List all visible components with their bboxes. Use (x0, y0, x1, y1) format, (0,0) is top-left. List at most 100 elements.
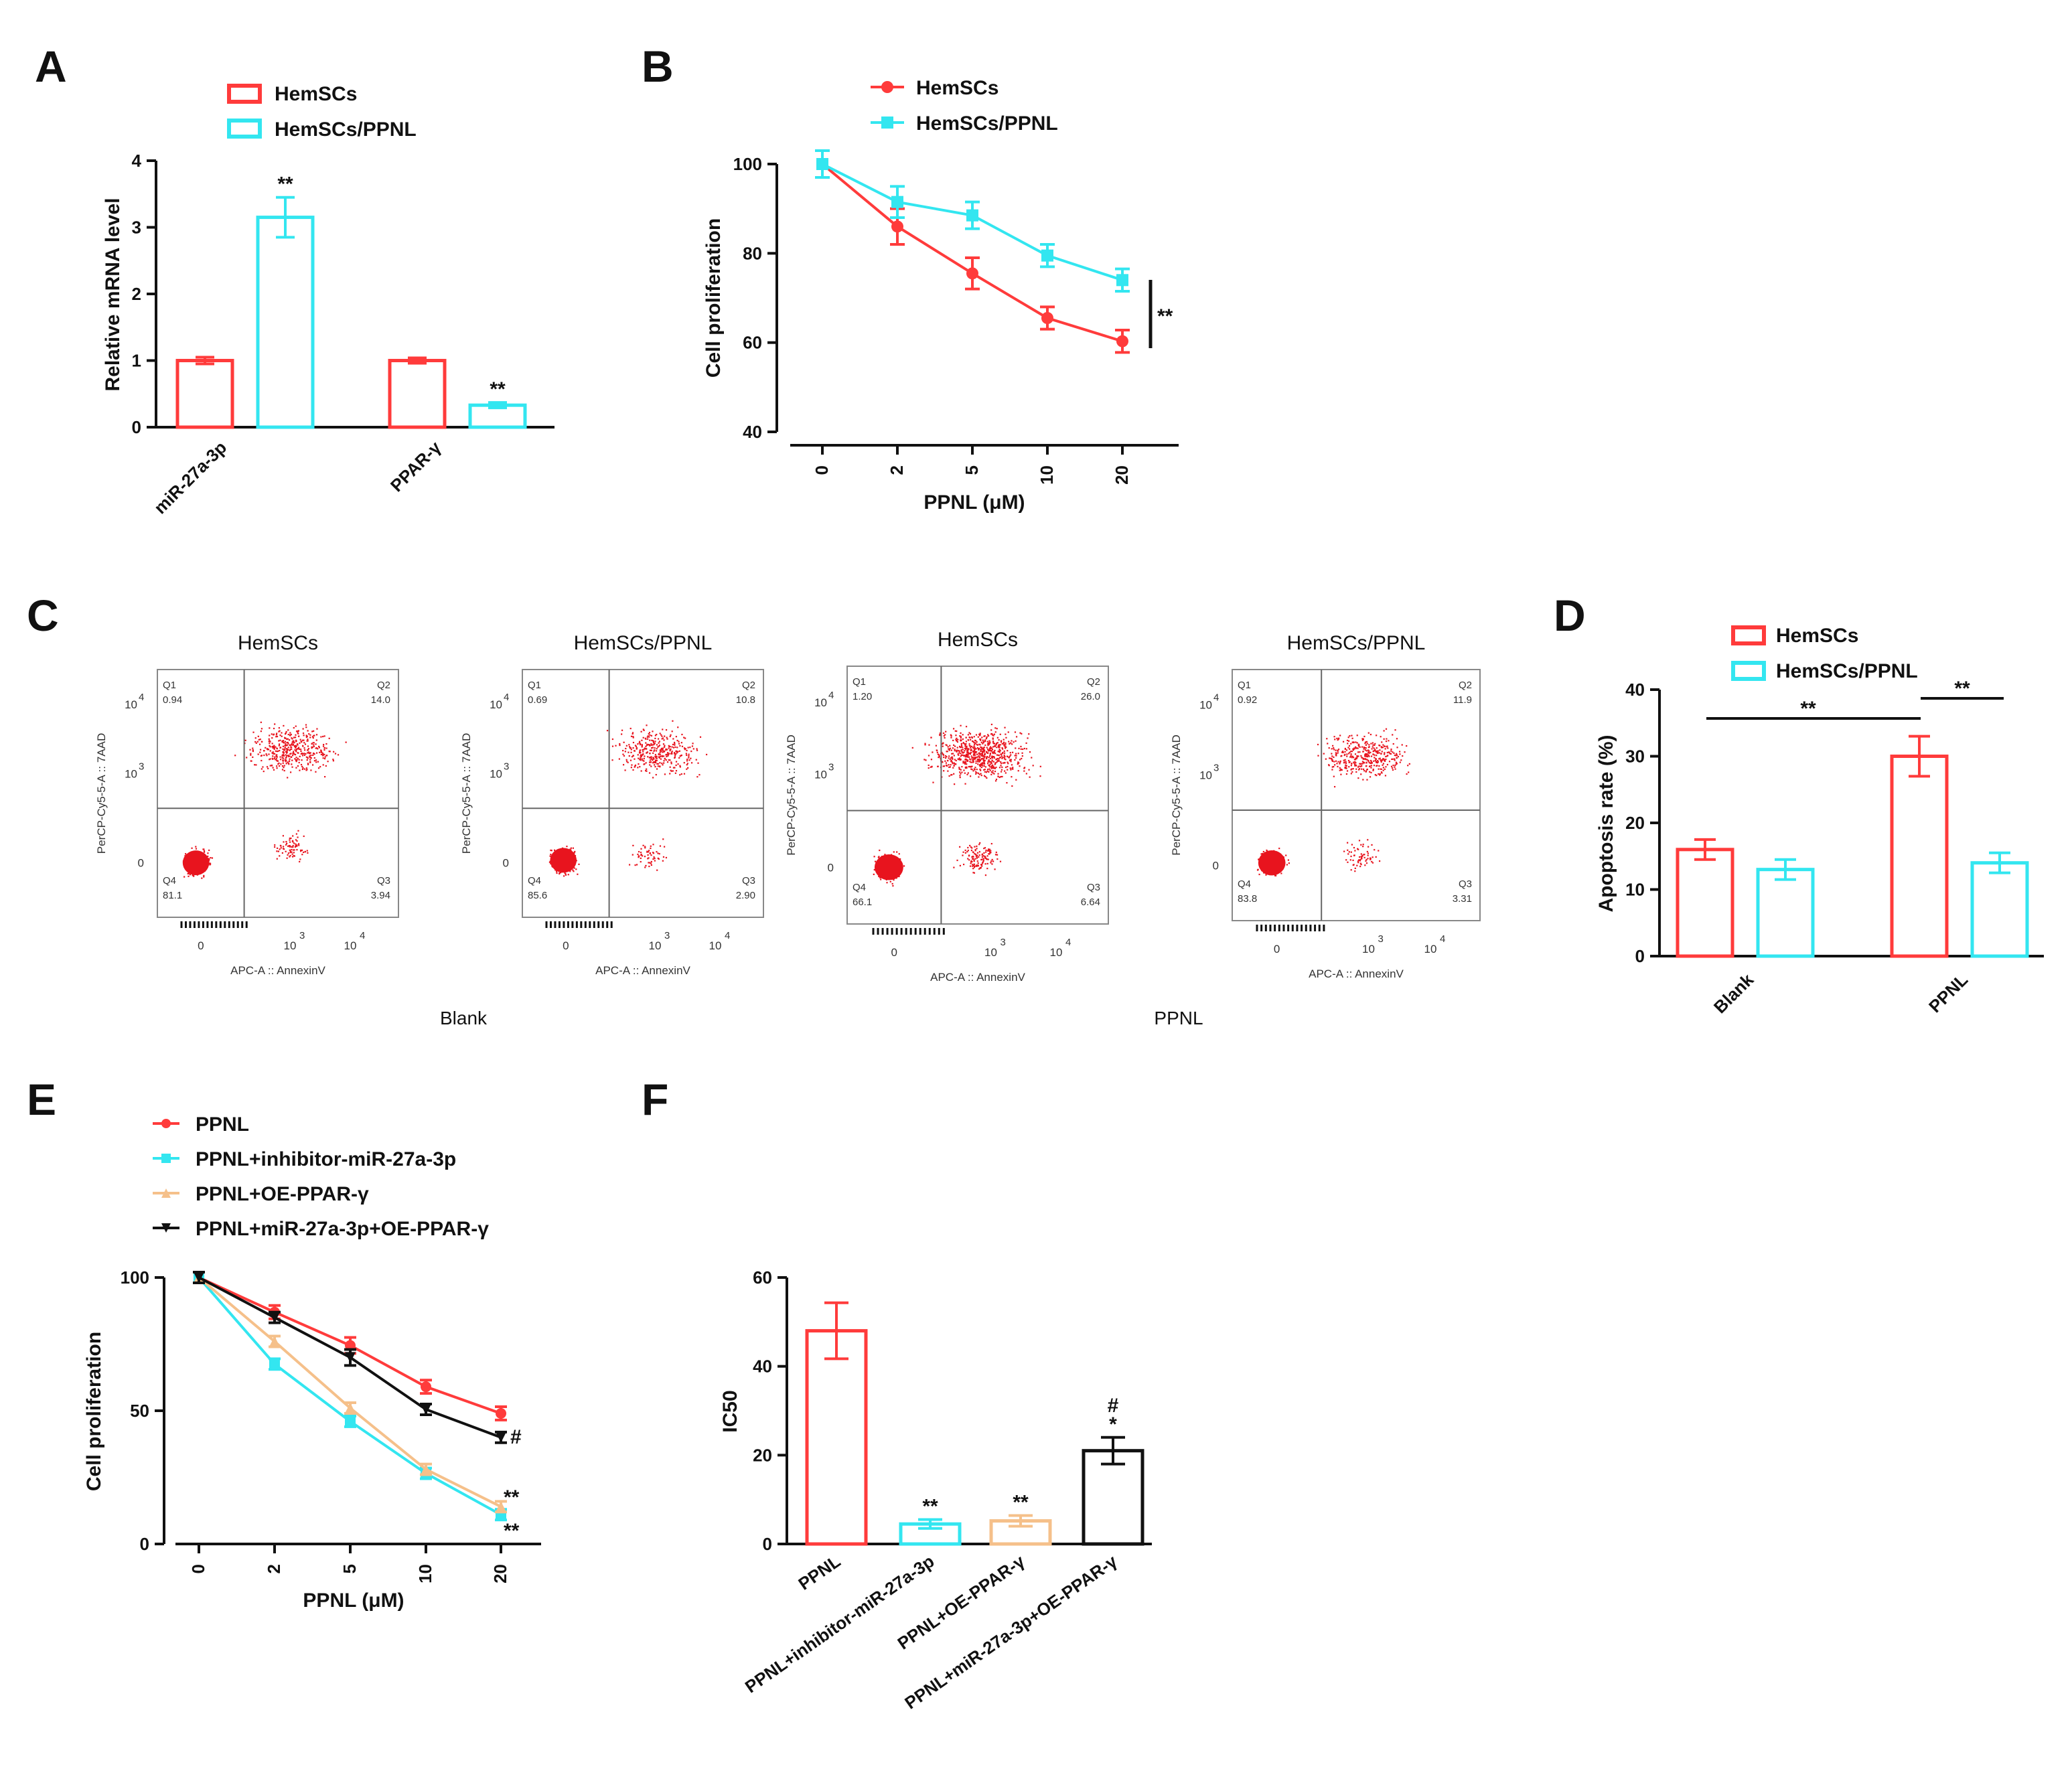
flow-plot-3-xlabel: APC-A :: AnnexinV (1309, 967, 1404, 980)
legend-e-marker-0 (161, 1119, 171, 1128)
panel-d-ytick-0: 0 (1635, 946, 1645, 966)
flow-plot-0-title: HemSCs (238, 632, 318, 654)
panel-d-ylabel: Apoptosis rate (%) (1595, 734, 1617, 912)
panel-a-ylabel: Relative mRNA level (102, 198, 124, 391)
flow-plot-1-ytick-3: 10 (490, 767, 502, 780)
flow-plot-1-q2-value: 10.8 (736, 694, 755, 706)
flow-plot-0-blob (182, 850, 210, 876)
panel-a-xtick-0: miR-27a-3p (150, 437, 230, 518)
legend-e-label-0: PPNL (196, 1113, 249, 1136)
panel-a-label: A (35, 42, 67, 91)
flow-plot-3-ytick-0: 0 (1213, 860, 1219, 872)
flow-plot-0-q1-value: 0.94 (163, 694, 182, 706)
flow-plot-3-ytick-4-exp: 4 (1213, 692, 1219, 704)
flow-plot-1-q2-name: Q2 (742, 680, 755, 691)
flow-plot-1-q4-value: 85.6 (528, 890, 547, 901)
panel-b-ytick-1: 60 (743, 333, 762, 353)
flow-plot-3-rug (1256, 925, 1325, 931)
flow-plot-2-xtick-4-exp: 4 (1065, 937, 1071, 948)
panel-f-annot2-3: # (1108, 1395, 1119, 1417)
panel-b-label: B (642, 42, 674, 91)
panel-d-bar-s0-c1 (1890, 755, 1949, 958)
flow-plot-0-xtick-3-exp: 3 (299, 930, 305, 941)
panel-f: F 0 20 40 60 IC50 PPNL ** PPNL+inhibitor-miR-… (642, 1075, 1152, 1713)
panel-d: D HemSCs HemSCs/PPNL 0 10 20 30 40 Apoptosis… (1554, 591, 2044, 1017)
flow-plot-1-blob (550, 848, 577, 873)
panel-a-ytick-0: 0 (132, 417, 141, 437)
flow-plot-0-q2-value: 14.0 (371, 694, 390, 706)
flow-plot-1-q1-value: 0.69 (528, 694, 547, 706)
flow-plot-3-blob (1258, 850, 1286, 876)
flow-plot-2-ytick-4-exp: 4 (828, 690, 834, 701)
panel-e-xtick-0: 0 (188, 1564, 208, 1573)
flow-plot-3-ytick-3-exp: 3 (1213, 763, 1219, 774)
panel-b-point-s1-p2 (966, 209, 978, 222)
panel-f-xtick-1: PPNL+inhibitor-miR-27a-3p (741, 1551, 938, 1697)
flow-plot-1-q3-name: Q3 (742, 875, 755, 886)
panel-d-ytick-4: 40 (1625, 680, 1645, 700)
legend-b-marker-ppnl (881, 117, 893, 129)
panel-e-point-s0-p3 (421, 1381, 431, 1393)
panel-c-group-blank: Blank (440, 1008, 488, 1028)
flow-plot-3-q4-name: Q4 (1238, 878, 1251, 890)
panel-f-annot-2: ** (1013, 1492, 1029, 1514)
flow-plot-1-ylabel: PerCP-Cy5-5-A :: 7AAD (460, 733, 473, 854)
panel-b-point-s0-p3 (1041, 312, 1053, 324)
flow-plot-0-ytick-4-exp: 4 (139, 692, 144, 703)
flow-plot-1-xtick-3-exp: 3 (664, 930, 670, 941)
flow-plot-2-q2-name: Q2 (1087, 676, 1100, 688)
panel-a-annot-0: ** (277, 173, 293, 196)
flow-plot-2-frame (846, 666, 1109, 925)
panel-d-bar-s1-c0 (1756, 868, 1815, 958)
panel-b-ytick-2: 80 (743, 243, 762, 263)
panel-c-label: C (27, 591, 59, 640)
flow-plot-2-q1-name: Q1 (853, 676, 866, 688)
panel-b-xtick-1: 2 (887, 465, 907, 475)
flow-plot-2-xtick-4: 10 (1050, 946, 1063, 959)
flow-plot-0-rug (180, 921, 248, 928)
flow-plot-2-q2-value: 26.0 (1081, 691, 1100, 702)
panel-e-point-s3-p2 (345, 1352, 356, 1363)
flow-plot-3-q2-name: Q2 (1459, 680, 1472, 691)
legend-a-swatch-ppnl (227, 119, 262, 139)
flow-plot-2-q1-value: 1.20 (853, 691, 872, 702)
legend-b-ppnl: HemSCs/PPNL (916, 112, 1058, 135)
flow-plot-0-xtick-0: 0 (198, 939, 204, 952)
flow-plot-1-ytick-3-exp: 3 (504, 761, 509, 772)
panel-f-ytick-1: 20 (753, 1445, 772, 1465)
panel-e: E PPNL PPNL+inhibitor-miR-27a-3p PPNL+OE-P… (27, 1075, 541, 1612)
flow-plot-0-xtick-3: 10 (284, 939, 297, 952)
panel-e-point-s2-p3 (421, 1464, 431, 1475)
flow-plot-2-ytick-4: 10 (814, 696, 827, 709)
panel-d-legend: HemSCs HemSCs/PPNL (1731, 625, 1918, 682)
flow-plot-0-ytick-3: 10 (125, 767, 137, 780)
panel-d-sig-1: ** (1800, 698, 1816, 720)
flow-plot-0-ylabel: PerCP-Cy5-5-A :: 7AAD (95, 733, 108, 854)
panel-b-point-s0-p4 (1116, 335, 1128, 347)
flow-plot-3-xtick-4-exp: 4 (1440, 933, 1445, 945)
flow-plot-3-ytick-4: 10 (1199, 699, 1212, 712)
panel-b-point-s0-p2 (966, 267, 978, 280)
flow-plot-1-q4-name: Q4 (528, 875, 541, 886)
legend-a-ppnl: HemSCs/PPNL (275, 119, 417, 141)
flow-plot-3-ytick-3: 10 (1199, 769, 1212, 782)
panel-e-xtick-4: 20 (490, 1564, 510, 1583)
legend-b-marker-hemscs (881, 81, 893, 93)
panel-a-bar-s0-c0 (175, 359, 234, 429)
panel-e-xtick-3: 10 (415, 1564, 435, 1583)
flow-plot-0-frame (157, 669, 399, 918)
flow-plot-2-q3-value: 6.64 (1081, 897, 1100, 908)
panel-d-ytick-2: 20 (1625, 813, 1645, 833)
flow-plot-1-frame (522, 669, 764, 918)
flow-plot-2-title: HemSCs (938, 629, 1018, 651)
flow-plot-0-q1-name: Q1 (163, 680, 176, 691)
flow-plot-2-xlabel: APC-A :: AnnexinV (930, 971, 1025, 984)
flow-plot-3-ylabel: PerCP-Cy5-5-A :: 7AAD (1170, 734, 1183, 855)
panel-b-xtick-3: 10 (1037, 465, 1057, 485)
legend-e-marker-3 (161, 1223, 171, 1233)
flow-plot-0-xtick-4: 10 (344, 939, 357, 952)
flow-plot-2-blob (874, 854, 903, 880)
flow-plot-2-ytick-3: 10 (814, 769, 827, 781)
